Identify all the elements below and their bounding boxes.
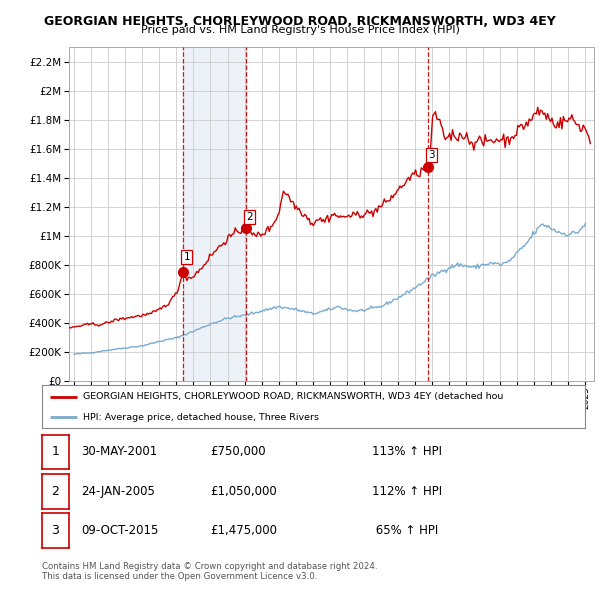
Text: 2: 2 [246, 212, 253, 222]
Text: GEORGIAN HEIGHTS, CHORLEYWOOD ROAD, RICKMANSWORTH, WD3 4EY (detached hou: GEORGIAN HEIGHTS, CHORLEYWOOD ROAD, RICK… [83, 392, 503, 401]
Text: Contains HM Land Registry data © Crown copyright and database right 2024.: Contains HM Land Registry data © Crown c… [42, 562, 377, 571]
Text: £750,000: £750,000 [210, 445, 266, 458]
Text: 09-OCT-2015: 09-OCT-2015 [81, 524, 158, 537]
Text: 112% ↑ HPI: 112% ↑ HPI [372, 485, 442, 498]
Text: 24-JAN-2005: 24-JAN-2005 [81, 485, 155, 498]
Text: 113% ↑ HPI: 113% ↑ HPI [372, 445, 442, 458]
Text: 3: 3 [428, 150, 435, 160]
Text: 30-MAY-2001: 30-MAY-2001 [81, 445, 157, 458]
Text: GEORGIAN HEIGHTS, CHORLEYWOOD ROAD, RICKMANSWORTH, WD3 4EY: GEORGIAN HEIGHTS, CHORLEYWOOD ROAD, RICK… [44, 15, 556, 28]
Text: Price paid vs. HM Land Registry's House Price Index (HPI): Price paid vs. HM Land Registry's House … [140, 25, 460, 35]
Text: 1: 1 [52, 445, 59, 458]
Text: 3: 3 [52, 524, 59, 537]
Text: HPI: Average price, detached house, Three Rivers: HPI: Average price, detached house, Thre… [83, 412, 319, 422]
Text: 65% ↑ HPI: 65% ↑ HPI [372, 524, 438, 537]
Text: 2: 2 [52, 485, 59, 498]
Text: £1,475,000: £1,475,000 [210, 524, 277, 537]
Text: £1,050,000: £1,050,000 [210, 485, 277, 498]
Text: 1: 1 [184, 253, 190, 263]
Text: This data is licensed under the Open Government Licence v3.0.: This data is licensed under the Open Gov… [42, 572, 317, 581]
Bar [184, 47, 246, 381]
